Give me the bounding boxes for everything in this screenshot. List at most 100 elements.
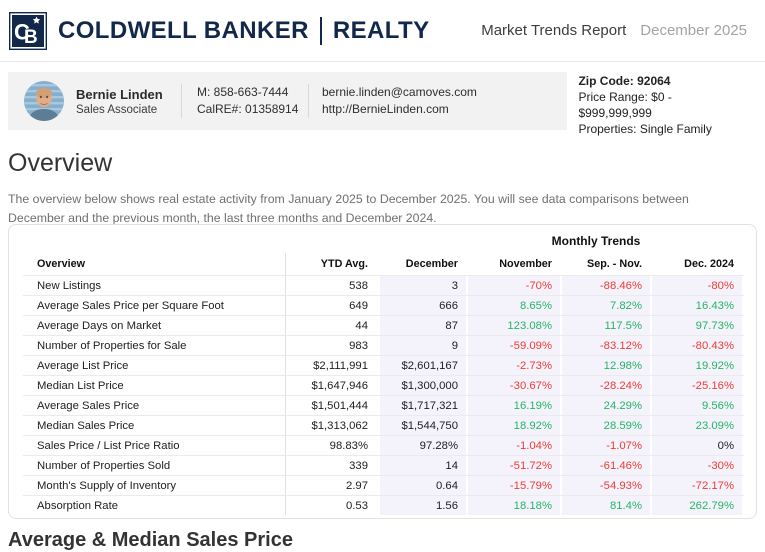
avatar: [24, 81, 64, 121]
metric-label: Average Days on Market: [23, 316, 286, 335]
ytd-value: $1,313,062: [311, 419, 368, 432]
comparison-value: 24.29%: [560, 396, 650, 415]
ytd-value: 98.83%: [329, 439, 368, 452]
table-row: Absorption Rate 0.53 1.56 18.18% 81.4% 262.79…: [23, 495, 744, 515]
ytd-value: 0.53: [346, 499, 368, 512]
top-header: C B COLDWELL BANKER REALTY Market Trends…: [0, 0, 765, 62]
december-value: $1,717,321: [378, 396, 466, 415]
table-row: New Listings 538 3 -70% -88.46% -80%: [23, 275, 744, 295]
metric-label: Month's Supply of Inventory: [23, 476, 286, 495]
comparison-value: 19.92%: [650, 356, 742, 375]
table-row: Median Sales Price $1,313,062 $1,544,750 18…: [23, 415, 744, 435]
report-header: Market Trends Report December 2025: [481, 22, 747, 39]
brand-divider: [319, 16, 322, 45]
page-title: Overview: [8, 149, 113, 177]
comparison-value: -51.72%: [466, 456, 560, 475]
comparison-value: -59.09%: [466, 336, 560, 355]
comparison-value: 123.08%: [466, 316, 560, 335]
table-group-header-row: Monthly Trends: [23, 229, 744, 253]
comparison-value: 9.56%: [650, 396, 742, 415]
comparison-value: -80.43%: [650, 336, 742, 355]
metric-label: Number of Properties Sold: [23, 456, 286, 475]
group-header: Monthly Trends: [551, 234, 641, 248]
comparison-value: -28.24%: [560, 376, 650, 395]
comparison-value: 117.5%: [560, 316, 650, 335]
agent-name: Bernie Linden: [76, 86, 163, 102]
december-value: 3: [378, 276, 466, 295]
comparison-value: -1.04%: [466, 436, 560, 455]
column-header: Dec. 2024: [684, 258, 734, 270]
table-row: Month's Supply of Inventory 2.97 0.64 -15.7…: [23, 475, 744, 495]
comparison-value: -25.16%: [650, 376, 742, 395]
coldwell-banker-logo-icon: C B: [9, 11, 47, 50]
table-column-header-row: Overview YTD Avg. December November Sep. - N…: [23, 253, 744, 275]
star-icon: [32, 16, 41, 24]
metric-label: Median Sales Price: [23, 416, 286, 435]
ytd-value: 339: [349, 459, 368, 472]
agent-photo-icon: [24, 81, 64, 121]
ytd-value: 44: [355, 319, 368, 332]
metric-label: Absorption Rate: [23, 496, 286, 515]
ytd-value: $1,647,946: [311, 379, 368, 392]
agent-website-link[interactable]: http://BernieLinden.com: [322, 102, 449, 116]
column-header: November: [499, 258, 552, 270]
december-value: 87: [378, 316, 466, 335]
report-filters: Zip Code: 92064 Price Range: $0 - $999,9…: [578, 72, 757, 137]
table-row: Median List Price $1,647,946 $1,300,000 -30…: [23, 375, 744, 395]
december-value: $2,601,167: [378, 356, 466, 375]
december-value: 14: [378, 456, 466, 475]
comparison-value: 12.98%: [560, 356, 650, 375]
agent-links-block: bernie.linden@camoves.com http://BernieL…: [309, 84, 477, 118]
comparison-value: -30%: [650, 456, 742, 475]
december-value: 9: [378, 336, 466, 355]
ytd-value: $1,501,444: [311, 399, 368, 412]
comparison-value: 18.18%: [466, 496, 560, 515]
comparison-value: -2.73%: [466, 356, 560, 375]
report-title: Market Trends Report: [481, 22, 627, 39]
comparison-value: -70%: [466, 276, 560, 295]
ytd-value: 538: [349, 279, 368, 292]
metric-label: New Listings: [23, 276, 286, 295]
column-header: YTD Avg.: [320, 258, 368, 270]
svg-text:C: C: [14, 19, 30, 44]
table-row: Average List Price $2,111,991 $2,601,167 -2…: [23, 355, 744, 375]
zip-code: Zip Code: 92064: [578, 74, 671, 88]
ytd-value: 649: [349, 299, 368, 312]
december-value: 0.64: [378, 476, 466, 495]
column-header: December: [405, 258, 458, 270]
svg-text:B: B: [24, 27, 38, 48]
price-range-line1: Price Range: $0 -: [578, 90, 672, 104]
comparison-value: -72.17%: [650, 476, 742, 495]
agent-card: Bernie Linden Sales Associate M: 858-663…: [8, 72, 568, 130]
agent-identity: Bernie Linden Sales Associate: [76, 87, 181, 116]
divider: [308, 84, 309, 118]
table-row: Number of Properties for Sale 983 9 -59.09%…: [23, 335, 744, 355]
comparison-value: -54.93%: [560, 476, 650, 495]
december-value: 1.56: [378, 496, 466, 515]
comparison-value: -83.12%: [560, 336, 650, 355]
table-body: New Listings 538 3 -70% -88.46% -80% Average S…: [23, 275, 744, 515]
agent-mobile: M: 858-663-7444: [197, 85, 289, 99]
metric-label: Average List Price: [23, 356, 286, 375]
overview-description-line1: The overview below shows real estate act…: [8, 192, 689, 206]
table-row: Sales Price / List Price Ratio 98.83% 97.2…: [23, 435, 744, 455]
comparison-value: 16.43%: [650, 296, 742, 315]
ytd-value: 2.97: [346, 479, 368, 492]
monthly-trends-table: Monthly Trends Overview YTD Avg. December N…: [8, 224, 757, 519]
table-row: Average Sales Price per Square Foot 649 66…: [23, 295, 744, 315]
comparison-value: -15.79%: [466, 476, 560, 495]
comparison-value: 23.09%: [650, 416, 742, 435]
comparison-value: -30.67%: [466, 376, 560, 395]
december-value: 97.28%: [378, 436, 466, 455]
ytd-value: 983: [349, 339, 368, 352]
price-range-line2: $999,999,999: [578, 106, 652, 120]
december-value: $1,544,750: [378, 416, 466, 435]
agent-email-link[interactable]: bernie.linden@camoves.com: [322, 85, 477, 99]
december-value: $1,300,000: [378, 376, 466, 395]
brand-name: COLDWELL BANKER: [58, 16, 309, 44]
comparison-value: 28.59%: [560, 416, 650, 435]
table-row: Number of Properties Sold 339 14 -51.72% -61…: [23, 455, 744, 475]
comparison-value: -1.07%: [560, 436, 650, 455]
comparison-value: 0%: [650, 436, 742, 455]
property-type: Properties: Single Family: [578, 122, 712, 136]
